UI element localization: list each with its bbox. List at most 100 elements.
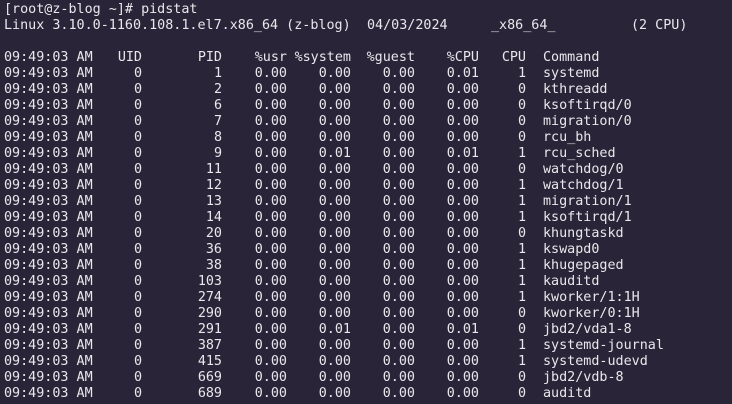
spacer	[526, 242, 543, 258]
cell-usr: 0.00	[254, 66, 287, 81]
cell-pid: 38	[205, 258, 222, 273]
cell-guest: 0.00	[382, 114, 415, 129]
spacer	[526, 162, 543, 178]
cell-cpu-percent: 0.00	[446, 114, 479, 129]
cell-cpu-percent: 0.00	[446, 210, 479, 225]
cell-uid: 0	[133, 338, 142, 353]
spacer	[526, 290, 543, 306]
cell-guest: 0.00	[382, 146, 415, 161]
table-row: 09:49:03 AM 0 2 0.00 0.00 0.00 0.00 0 kthreadd	[4, 82, 732, 98]
table-row: 09:49:03 AM 0 8 0.00 0.00 0.00 0.00 0 rcu_bh	[4, 130, 732, 146]
cell-time: 09:49:03 AM	[4, 386, 93, 401]
cell-guest: 0.00	[382, 242, 415, 257]
cell-pid: 103	[197, 274, 222, 289]
spacer	[526, 258, 543, 274]
cell-cpu: 1	[517, 274, 526, 289]
cell-cpu: 1	[517, 194, 526, 209]
cell-system: 0.00	[318, 370, 351, 385]
cell-command: kthreadd	[543, 82, 608, 97]
cell-pid: 7	[213, 114, 222, 129]
cell-usr: 0.00	[254, 194, 287, 209]
cell-cpu-percent: 0.00	[446, 258, 479, 273]
table-row: 09:49:03 AM 0 415 0.00 0.00 0.00 0.00 1 systemd-…	[4, 354, 732, 370]
cell-cpu: 0	[517, 306, 526, 321]
cell-system: 0.00	[318, 82, 351, 97]
system-info-line: Linux 3.10.0-1160.108.1.el7.x86_64 (z-bl…	[4, 18, 732, 34]
cell-system: 0.00	[318, 242, 351, 257]
cell-usr: 0.00	[254, 322, 287, 337]
spacer	[526, 274, 543, 290]
command-line: [root@z-blog ~]# pidstat	[4, 2, 732, 18]
cell-cpu: 1	[517, 338, 526, 353]
cell-cpu: 0	[517, 162, 526, 177]
cell-uid: 0	[133, 274, 142, 289]
cell-time: 09:49:03 AM	[4, 98, 93, 113]
cell-cpu: 1	[517, 242, 526, 257]
cell-pid: 291	[197, 322, 222, 337]
cell-guest: 0.00	[382, 290, 415, 305]
cell-guest: 0.00	[382, 226, 415, 241]
cell-command: khugepaged	[543, 258, 624, 273]
cell-cpu: 1	[517, 66, 526, 81]
arch: _x86_64_	[491, 18, 556, 33]
cell-uid: 0	[133, 178, 142, 193]
table-row: 09:49:03 AM 0 689 0.00 0.00 0.00 0.00 0 auditd	[4, 386, 732, 402]
cell-usr: 0.00	[254, 82, 287, 97]
cell-command: jbd2/vda1-8	[543, 322, 632, 337]
cell-system: 0.00	[318, 290, 351, 305]
cell-command: ksoftirqd/1	[543, 210, 632, 225]
cell-system: 0.00	[318, 66, 351, 81]
cell-pid: 689	[197, 386, 222, 401]
cell-usr: 0.00	[254, 290, 287, 305]
cell-cpu: 1	[517, 354, 526, 369]
table-row: 09:49:03 AM 0 291 0.00 0.01 0.00 0.01 0 jbd2/vda…	[4, 322, 732, 338]
cell-cpu-percent: 0.01	[446, 66, 479, 81]
cell-guest: 0.00	[382, 306, 415, 321]
cell-guest: 0.00	[382, 370, 415, 385]
table-row: 09:49:03 AM 0 7 0.00 0.00 0.00 0.00 0 migration/…	[4, 114, 732, 130]
cell-cpu-percent: 0.00	[446, 82, 479, 97]
cell-system: 0.00	[318, 274, 351, 289]
cell-guest: 0.00	[382, 274, 415, 289]
kernel-info: Linux 3.10.0-1160.108.1.el7.x86_64 (z-bl…	[4, 18, 351, 33]
cell-command: systemd	[543, 66, 600, 81]
header-cpu: CPU	[501, 50, 526, 65]
cell-cpu-percent: 0.01	[446, 146, 479, 161]
cell-command: kauditd	[543, 274, 600, 289]
cell-system: 0.00	[318, 162, 351, 177]
cell-cpu-percent: 0.00	[446, 306, 479, 321]
cell-cpu: 0	[517, 322, 526, 337]
cell-cpu: 0	[517, 114, 526, 129]
spacer	[526, 194, 543, 210]
cell-cpu-percent: 0.01	[446, 322, 479, 337]
spacer	[526, 98, 543, 114]
cell-system: 0.00	[318, 114, 351, 129]
table-row: 09:49:03 AM 0 14 0.00 0.00 0.00 0.00 1 ksoftirqd…	[4, 210, 732, 226]
cell-time: 09:49:03 AM	[4, 306, 93, 321]
cell-usr: 0.00	[254, 98, 287, 113]
cell-uid: 0	[133, 82, 142, 97]
cell-system: 0.01	[318, 146, 351, 161]
cell-time: 09:49:03 AM	[4, 178, 93, 193]
cell-uid: 0	[133, 306, 142, 321]
header-cpu-percent: %CPU	[446, 50, 479, 65]
spacer	[526, 50, 543, 66]
cell-pid: 290	[197, 306, 222, 321]
cell-time: 09:49:03 AM	[4, 82, 93, 97]
cell-cpu-percent: 0.00	[446, 386, 479, 401]
cell-pid: 12	[205, 178, 222, 193]
header-pid: PID	[197, 50, 222, 65]
cell-uid: 0	[133, 386, 142, 401]
cell-uid: 0	[133, 258, 142, 273]
cell-cpu: 0	[517, 226, 526, 241]
cell-time: 09:49:03 AM	[4, 258, 93, 273]
cell-time: 09:49:03 AM	[4, 290, 93, 305]
cell-cpu-percent: 0.00	[446, 130, 479, 145]
cell-system: 0.00	[318, 338, 351, 353]
table-row: 09:49:03 AM 0 290 0.00 0.00 0.00 0.00 0 kworker/…	[4, 306, 732, 322]
cell-pid: 36	[205, 242, 222, 257]
cell-time: 09:49:03 AM	[4, 354, 93, 369]
cell-command: ksoftirqd/0	[543, 98, 632, 113]
table-row: 09:49:03 AM 0 38 0.00 0.00 0.00 0.00 1 khugepage…	[4, 258, 732, 274]
